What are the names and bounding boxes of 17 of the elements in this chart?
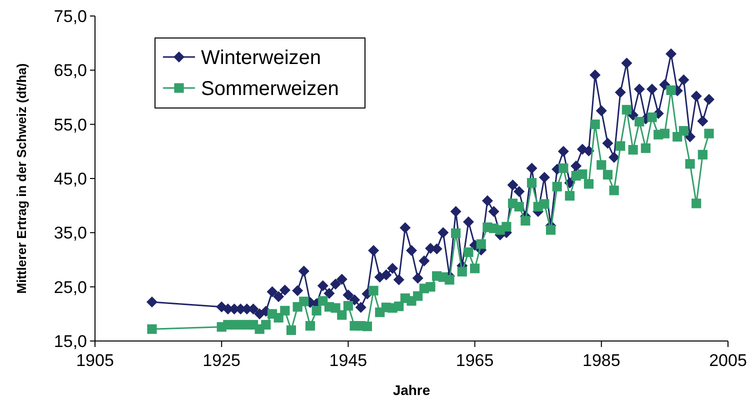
x-tick-label: 1905	[76, 351, 114, 370]
y-tick-label: 35,0	[54, 224, 87, 243]
y-axis-title: Mittlerer Ertrag in der Schweiz (dt/ha)	[14, 63, 29, 294]
x-tick-label: 1925	[202, 351, 241, 370]
y-tick-label: 25,0	[54, 278, 87, 297]
x-tick-label: 1985	[582, 351, 620, 370]
x-tick-label: 1945	[329, 351, 368, 370]
y-tick-label: 15,0	[54, 332, 87, 351]
y-tick-label: 55,0	[54, 115, 87, 134]
y-tick-label: 75,0	[54, 7, 87, 26]
legend-label: Sommerweizen	[201, 78, 339, 100]
x-tick-label: 1965	[456, 351, 494, 370]
y-tick-label: 45,0	[54, 170, 87, 188]
legend-label: Winterweizen	[201, 47, 322, 69]
x-axis-title: Jahre	[392, 382, 430, 398]
y-tick-label: 65,0	[54, 61, 87, 80]
x-tick-label: 2005	[709, 351, 747, 370]
